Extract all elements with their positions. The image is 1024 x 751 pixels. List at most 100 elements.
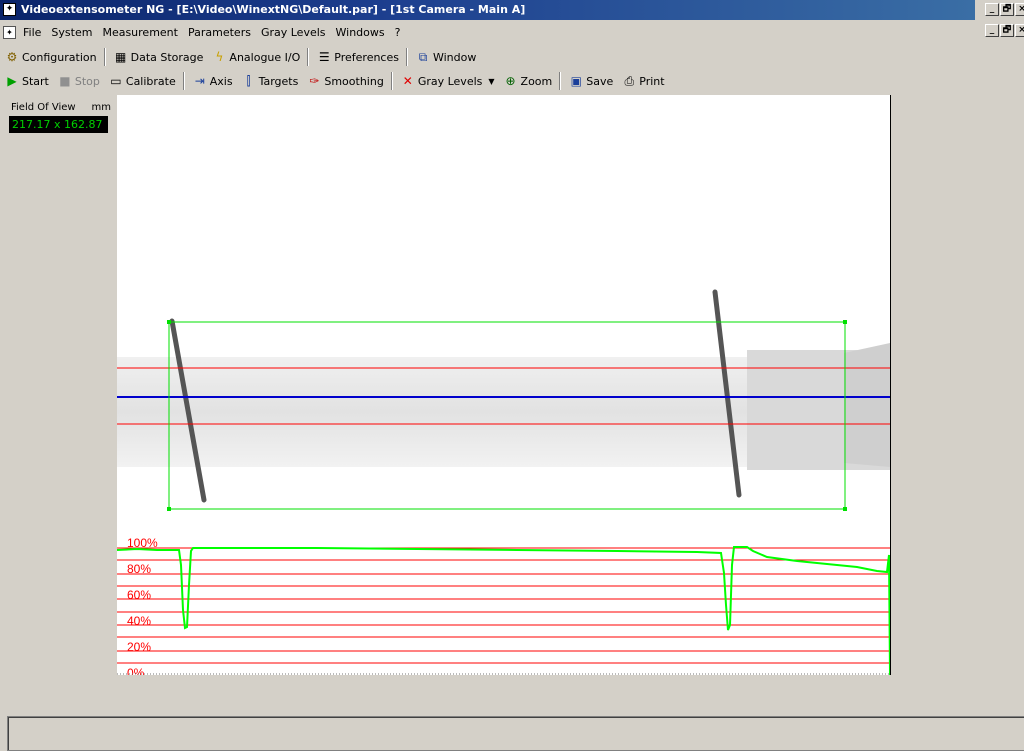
percent-label-0: 0% xyxy=(127,666,145,675)
data-storage-button[interactable]: ▦ Data Storage xyxy=(109,47,208,67)
play-icon: ▶ xyxy=(7,74,17,88)
field-of-view-panel: Field Of View mm 217.17 x 162.87 xyxy=(9,102,113,133)
smoothing-icon: ✑ xyxy=(309,74,320,88)
targets-label: Targets xyxy=(258,74,299,88)
targets-icon: ⫿ xyxy=(246,74,251,88)
preferences-icon: ☰ xyxy=(318,50,330,64)
window-label: Window xyxy=(432,50,477,64)
menu-bar: ✦ File System Measurement Parameters Gra… xyxy=(0,23,405,41)
window-title: Videoextensometer NG - [E:\Video\WinextN… xyxy=(21,3,526,16)
menu-measurement[interactable]: Measurement xyxy=(102,25,178,39)
title-bar-fill xyxy=(0,0,975,20)
gray-levels-icon: ✕ xyxy=(402,74,413,88)
gray-levels-button[interactable]: ✕ Gray Levels ▼ xyxy=(396,71,499,91)
app-icon[interactable]: ✦ xyxy=(3,3,16,16)
target-marker-right xyxy=(712,289,742,498)
roi-handle[interactable] xyxy=(167,320,171,324)
camera-view[interactable]: 100% 80% 60% 40% 20% 0% xyxy=(117,95,890,675)
roi-handle[interactable] xyxy=(843,320,847,324)
toolbar-separator xyxy=(390,72,393,90)
target-marker-left xyxy=(169,318,207,503)
stop-label: Stop xyxy=(74,74,100,88)
profile-grid xyxy=(117,547,890,664)
menu-windows[interactable]: Windows xyxy=(335,25,385,39)
calibrate-label: Calibrate xyxy=(125,74,176,88)
preferences-label: Preferences xyxy=(334,50,399,64)
profile-percent-labels: 100% 80% 60% 40% 20% 0% xyxy=(127,536,158,675)
percent-label-100: 100% xyxy=(127,536,158,550)
axis-label: Axis xyxy=(209,74,233,88)
menu-system[interactable]: System xyxy=(51,25,93,39)
analogue-io-label: Analogue I/O xyxy=(229,50,301,64)
restore-button[interactable]: 🗗 xyxy=(1000,3,1014,16)
axis-icon: ⇥ xyxy=(194,74,205,88)
save-button[interactable]: ▣ Save xyxy=(564,71,617,91)
smoothing-button[interactable]: ✑ Smoothing xyxy=(302,71,387,91)
roi-handle[interactable] xyxy=(843,507,847,511)
preferences-button[interactable]: ☰ Preferences xyxy=(312,47,403,67)
menu-gray-levels[interactable]: Gray Levels xyxy=(260,25,326,39)
document-icon[interactable]: ✦ xyxy=(3,25,16,39)
save-label: Save xyxy=(586,74,614,88)
toolbar-separator xyxy=(103,48,106,66)
mdi-window-controls: _ 🗗 × xyxy=(985,24,1024,37)
field-of-view-label: Field Of View xyxy=(11,102,76,113)
status-bar-panel xyxy=(8,717,1024,750)
dropdown-arrow-icon[interactable]: ▼ xyxy=(488,76,495,86)
menu-help[interactable]: ? xyxy=(394,25,401,39)
window-button[interactable]: ⧉ Window xyxy=(411,47,480,67)
window-icon: ⧉ xyxy=(418,50,428,64)
print-button[interactable]: ⎙ Print xyxy=(617,71,668,91)
gray-levels-label: Gray Levels xyxy=(417,74,483,88)
configuration-label: Configuration xyxy=(22,50,97,64)
zoom-icon: ⊕ xyxy=(505,74,516,88)
measurement-toolbar: ▶ Start ■ Stop ▭ Calibrate ⇥ Axis ⫿ Targ… xyxy=(0,70,669,92)
window-controls: _ 🗗 × xyxy=(985,3,1024,16)
start-label: Start xyxy=(22,74,49,88)
roi-handle[interactable] xyxy=(167,507,171,511)
close-button[interactable]: × xyxy=(1015,3,1024,16)
menu-parameters[interactable]: Parameters xyxy=(187,25,251,39)
stop-button[interactable]: ■ Stop xyxy=(53,71,104,91)
percent-label-80: 80% xyxy=(127,562,151,576)
menu-file[interactable]: File xyxy=(23,25,42,39)
percent-label-60: 60% xyxy=(127,588,151,602)
toolbar-separator xyxy=(405,48,408,66)
save-icon: ▣ xyxy=(570,74,582,88)
configuration-button[interactable]: ⚙ Configuration xyxy=(0,47,101,67)
camera-image: 100% 80% 60% 40% 20% 0% xyxy=(117,289,890,675)
data-storage-label: Data Storage xyxy=(130,50,204,64)
region-of-interest[interactable] xyxy=(168,321,846,510)
stop-icon: ■ xyxy=(59,74,71,88)
minimize-button[interactable]: _ xyxy=(985,3,999,16)
start-button[interactable]: ▶ Start xyxy=(0,71,53,91)
printer-icon: ⎙ xyxy=(624,74,635,88)
axis-button[interactable]: ⇥ Axis xyxy=(188,71,237,91)
zoom-button[interactable]: ⊕ Zoom xyxy=(499,71,557,91)
ruler-icon: ▭ xyxy=(110,74,122,88)
mdi-restore-button[interactable]: 🗗 xyxy=(1000,24,1014,37)
smoothing-label: Smoothing xyxy=(324,74,384,88)
zoom-label: Zoom xyxy=(520,74,553,88)
print-label: Print xyxy=(639,74,665,88)
configuration-icon: ⚙ xyxy=(6,50,18,64)
calibrate-button[interactable]: ▭ Calibrate xyxy=(104,71,180,91)
title-bar: ✦ Videoextensometer NG - [E:\Video\Winex… xyxy=(0,0,1024,20)
field-of-view-value: 217.17 x 162.87 xyxy=(9,116,108,133)
percent-label-20: 20% xyxy=(127,640,151,654)
gray-level-profile-trace xyxy=(117,546,890,675)
lightning-icon: ϟ xyxy=(215,50,224,64)
toolbar-separator xyxy=(307,48,310,66)
view-border xyxy=(890,95,891,675)
field-of-view-unit: mm xyxy=(91,102,111,113)
toolbar-separator xyxy=(559,72,562,90)
mdi-close-button[interactable]: × xyxy=(1015,24,1024,37)
data-storage-icon: ▦ xyxy=(114,50,127,64)
main-toolbar: ⚙ Configuration ▦ Data Storage ϟ Analogu… xyxy=(0,46,480,68)
status-bar xyxy=(7,716,1024,751)
targets-button[interactable]: ⫿ Targets xyxy=(237,71,303,91)
percent-label-40: 40% xyxy=(127,614,151,628)
grip-flare xyxy=(844,343,890,467)
mdi-minimize-button[interactable]: _ xyxy=(985,24,999,37)
analogue-io-button[interactable]: ϟ Analogue I/O xyxy=(207,47,304,67)
